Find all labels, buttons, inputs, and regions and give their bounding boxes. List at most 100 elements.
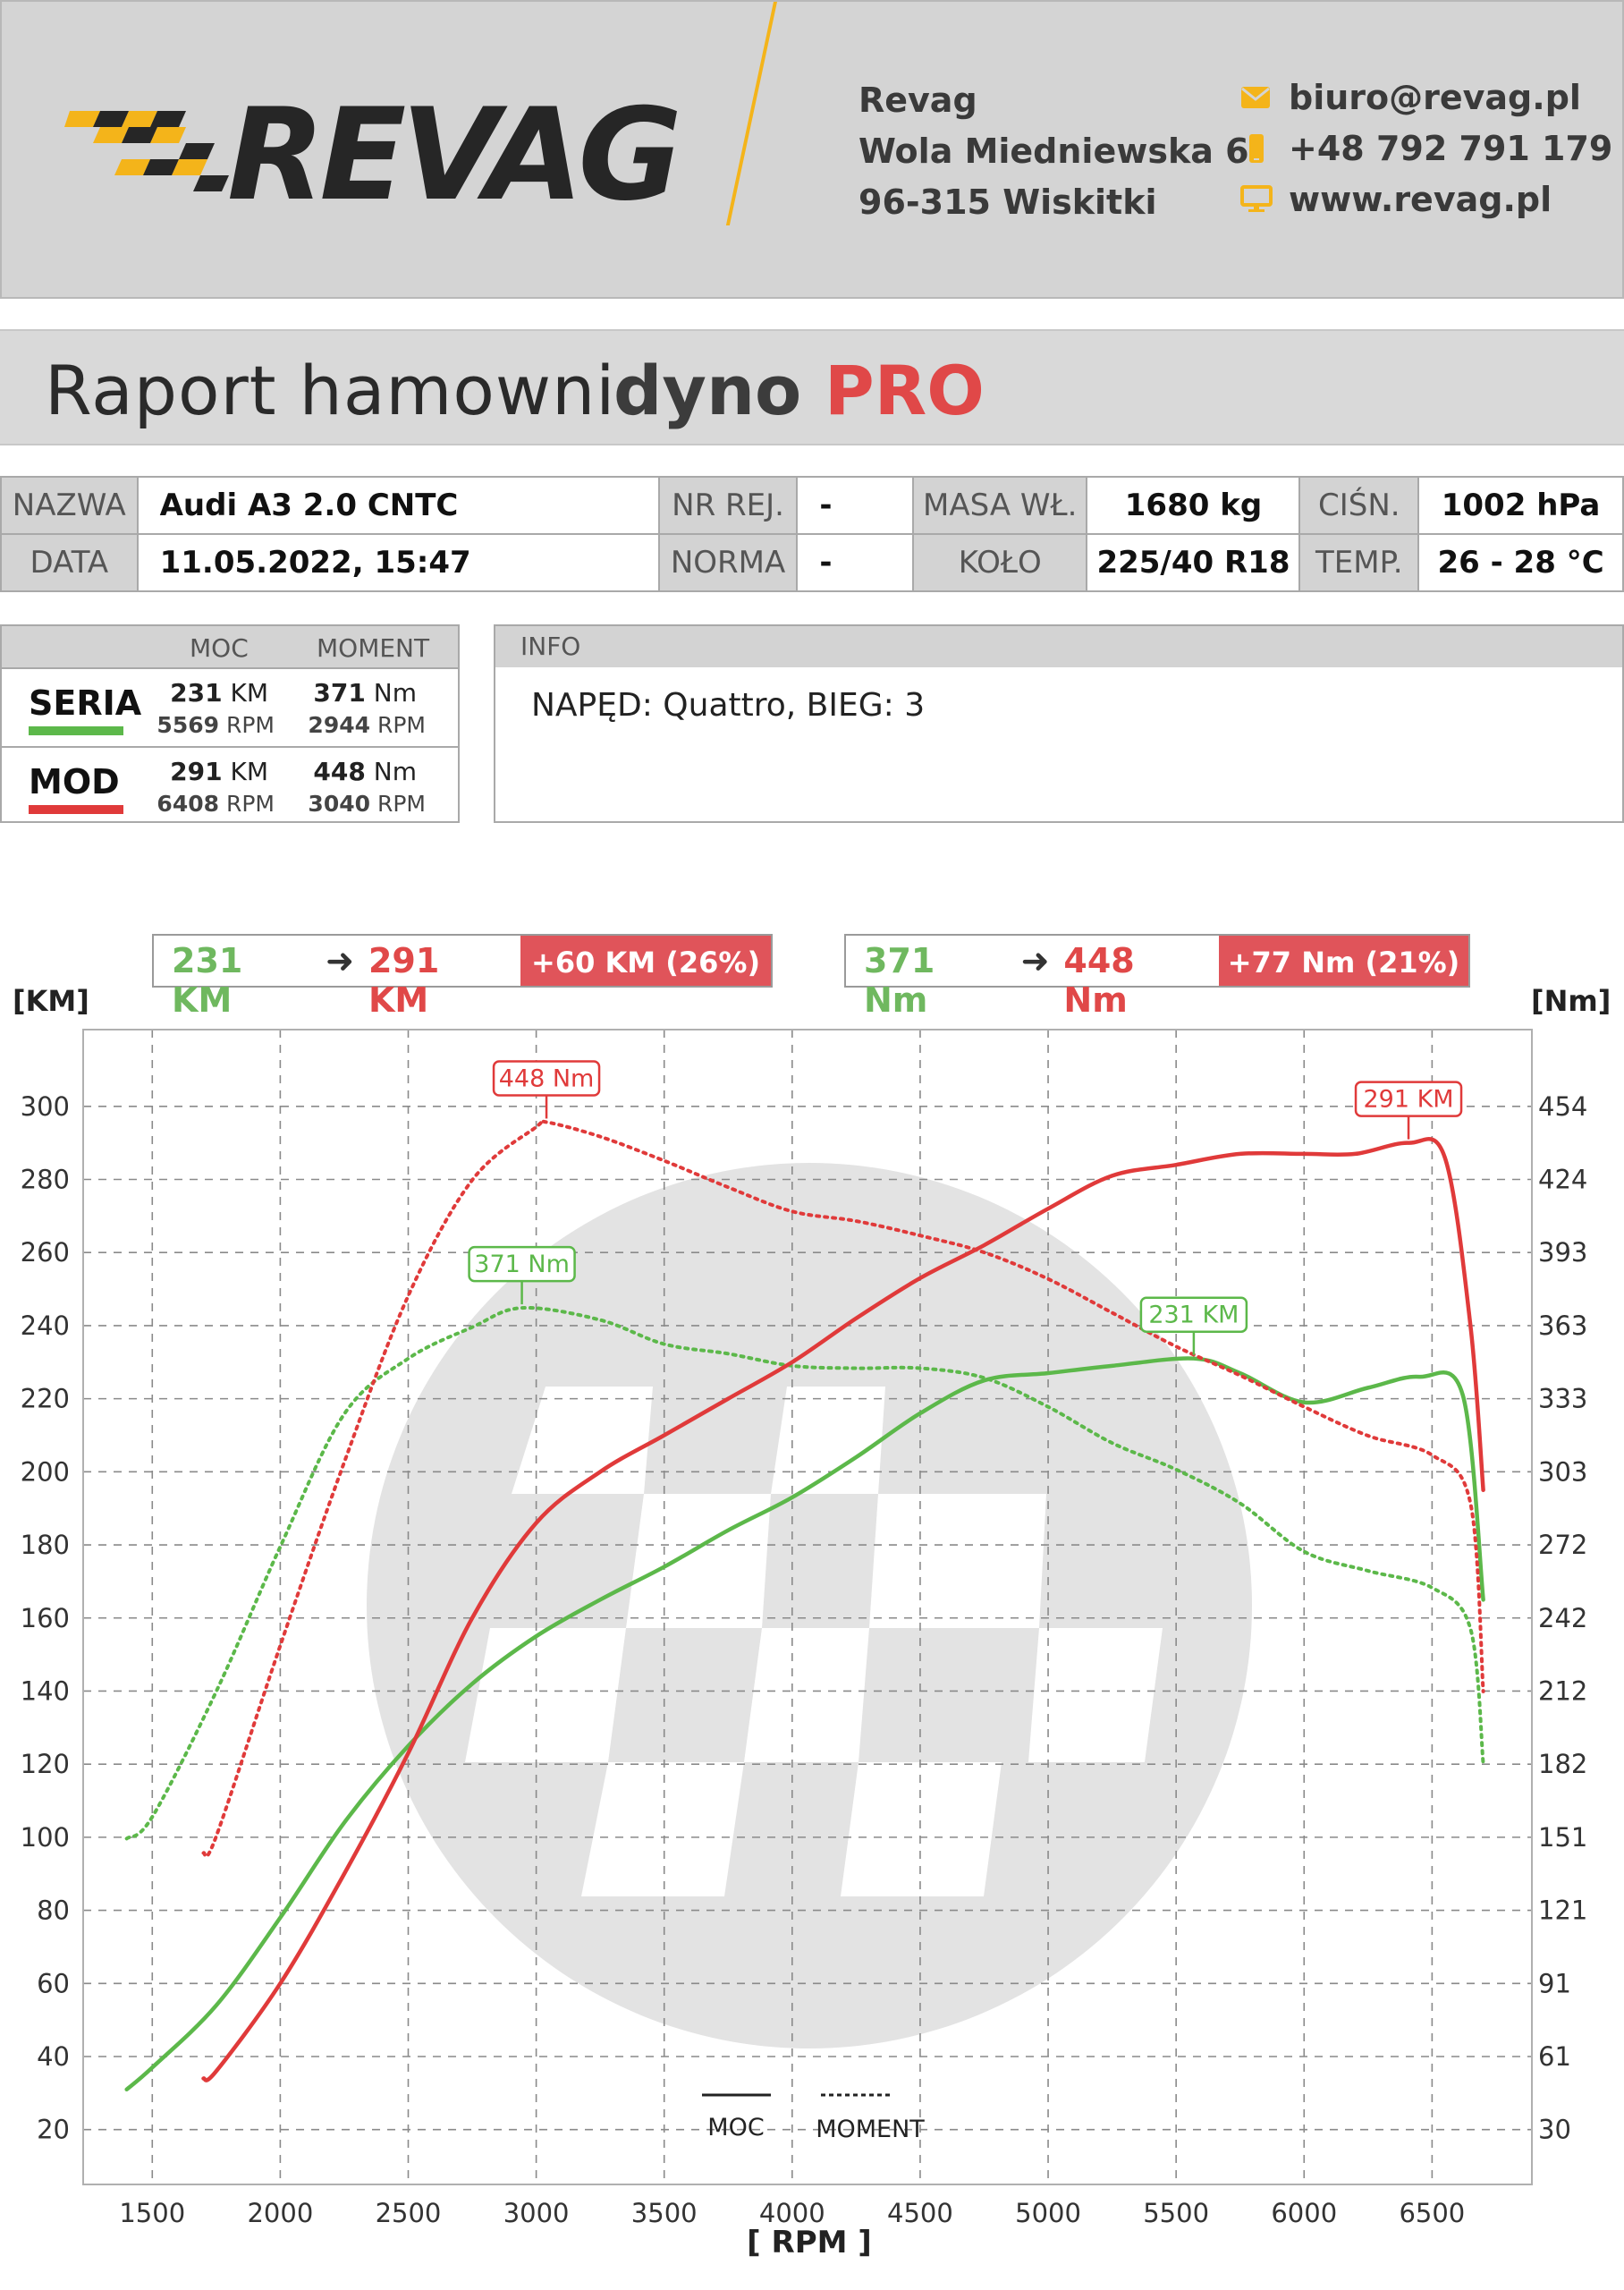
report-title-bar: Raport hamowni dyno PRO — [0, 329, 1624, 445]
website-link[interactable]: www.revag.pl — [1289, 179, 1552, 219]
wheel-value: 225/40 R18 — [1086, 533, 1301, 592]
annotation-label: 231 KM — [1148, 1302, 1239, 1329]
report-title: Raport hamowni — [45, 351, 616, 430]
y-tick-label: 120 — [21, 1749, 70, 1779]
chart-annotations: 448 Nm 371 Nm 291 KM 231 KM — [468, 1060, 1463, 1355]
y-tick-label: 180 — [21, 1530, 70, 1560]
contact-website[interactable]: www.revag.pl — [1240, 174, 1612, 225]
y-tick-label: 240 — [21, 1310, 70, 1341]
email-link[interactable]: biuro@revag.pl — [1289, 77, 1581, 117]
reg-value: - — [796, 476, 915, 535]
y2-tick-label: 61 — [1538, 2041, 1571, 2072]
torque-gain-badge: 371 Nm ➜ 448 Nm +77 Nm (21%) — [844, 934, 1470, 1020]
contact-list: biuro@revag.pl +48 792 791 179 www.revag… — [1240, 72, 1612, 225]
y2-tick-label: 303 — [1538, 1456, 1587, 1487]
reg-label: NR REJ. — [657, 476, 799, 535]
mass-label: MASA WŁ. — [912, 476, 1088, 535]
power-rpm: 5569 RPM — [156, 712, 275, 738]
col-torque-label: MOMENT — [317, 633, 430, 663]
x-tick-label: 6000 — [1271, 2198, 1337, 2228]
summary-row-seria: SERIA 231 KM 5569 RPM 371 Nm 2944 RPM — [2, 667, 458, 746]
date-value: 11.05.2022, 15:47 — [136, 533, 660, 592]
x-tick-label: 3000 — [503, 2198, 570, 2228]
temp-value: 26 - 28 °C — [1417, 533, 1624, 592]
y2-tick-label: 272 — [1538, 1530, 1587, 1560]
y-axis-label: [KM] — [13, 984, 89, 1018]
y-tick-label: 280 — [21, 1165, 70, 1195]
x-tick-label: 6500 — [1399, 2198, 1465, 2228]
info-box: INFO NAPĘD: Quattro, BIEG: 3 — [494, 624, 1624, 823]
y2-tick-label: 30 — [1538, 2115, 1571, 2145]
y-tick-label: 60 — [37, 1968, 70, 1998]
y2-tick-label: 212 — [1538, 1675, 1587, 1706]
y-tick-label: 40 — [37, 2041, 70, 2072]
y-tick-label: 20 — [37, 2115, 70, 2145]
name-label: NAZWA — [0, 476, 139, 535]
power-delta: +60 KM (26%) — [520, 936, 771, 986]
info-header: INFO — [495, 626, 1622, 667]
vehicle-name: Audi A3 2.0 CNTC — [136, 476, 660, 535]
y2-tick-label: 363 — [1538, 1310, 1587, 1341]
y-tick-label: 220 — [21, 1384, 70, 1414]
power-value: 291 KM — [170, 757, 268, 786]
pressure-label: CIŚN. — [1298, 476, 1420, 535]
annotation-box — [468, 1245, 576, 1283]
annotation-box — [1139, 1296, 1248, 1333]
company-address: Revag Wola Miedniewska 6 96-315 Wiskitki — [859, 75, 1249, 228]
power-to: 291 KM — [368, 941, 440, 1020]
summary-row-mod: MOD 291 KM 6408 RPM 448 Nm 3040 RPM — [2, 746, 458, 825]
run-name: SERIA — [29, 683, 142, 723]
brand-dyno: dyno — [613, 351, 802, 430]
y2-tick-label: 424 — [1538, 1165, 1587, 1195]
run-color-bar — [29, 805, 123, 814]
checkered-watermark-icon — [367, 1163, 1252, 2048]
arrow-right-icon: ➜ — [1020, 941, 1050, 980]
norm-value: - — [796, 533, 915, 592]
y2-tick-label: 454 — [1538, 1091, 1587, 1122]
logo-wordmark: REVAG — [227, 98, 678, 204]
mass-value: 1680 kg — [1086, 476, 1301, 535]
annotation-box — [1354, 1081, 1463, 1117]
y2-tick-label: 393 — [1538, 1237, 1587, 1268]
annotation-box — [492, 1060, 601, 1097]
power-value: 231 KM — [170, 678, 268, 708]
contact-email[interactable]: biuro@revag.pl — [1240, 72, 1612, 123]
x-tick-label: 5500 — [1143, 2198, 1209, 2228]
annotation-label: 448 Nm — [499, 1064, 595, 1092]
y2-axis-label: [Nm] — [1531, 984, 1611, 1018]
envelope-icon — [1240, 80, 1289, 115]
run-name: MOD — [29, 762, 120, 802]
torque-rpm: 2944 RPM — [308, 712, 426, 738]
torque-from: 371 Nm — [864, 941, 935, 1020]
info-text: NAPĘD: Quattro, BIEG: 3 — [531, 687, 926, 724]
torque-value: 448 Nm — [313, 757, 417, 786]
norm-label: NORMA — [657, 533, 799, 592]
y2-tick-label: 91 — [1538, 1968, 1571, 1998]
torque-value: 371 Nm — [313, 678, 417, 708]
series-line-mod-power — [201, 1137, 1485, 2082]
chart-series — [124, 1118, 1485, 2092]
y-tick-label: 160 — [21, 1603, 70, 1633]
contact-phone[interactable]: +48 792 791 179 — [1240, 123, 1612, 174]
series-line-seria-power — [124, 1356, 1485, 2092]
plot-frame — [82, 1029, 1533, 2185]
legend-solid-label: MOC — [707, 2114, 764, 2142]
pressure-value: 1002 hPa — [1417, 476, 1624, 535]
monitor-icon — [1240, 182, 1289, 217]
summary-box: MOC MOMENT SERIA 231 KM 5569 RPM 371 Nm … — [0, 624, 460, 823]
phone-link[interactable]: +48 792 791 179 — [1289, 128, 1613, 168]
power-gain-badge: 231 KM ➜ 291 KM +60 KM (26%) — [152, 934, 773, 1020]
summary-header: MOC MOMENT — [2, 626, 458, 667]
y2-tick-label: 182 — [1538, 1749, 1587, 1779]
y2-tick-label: 242 — [1538, 1603, 1587, 1633]
series-line-seria-torque — [124, 1305, 1485, 1841]
y-tick-label: 80 — [37, 1896, 70, 1926]
x-tick-label: 1500 — [119, 2198, 185, 2228]
wheel-label: KOŁO — [912, 533, 1088, 592]
date-label: DATA — [0, 533, 139, 592]
temp-label: TEMP. — [1298, 533, 1420, 592]
annotation-label: 371 Nm — [474, 1251, 570, 1278]
address-line-1: Wola Miedniewska 6 — [859, 131, 1249, 171]
x-tick-label: 4000 — [759, 2198, 825, 2228]
y-tick-label: 200 — [21, 1456, 70, 1487]
